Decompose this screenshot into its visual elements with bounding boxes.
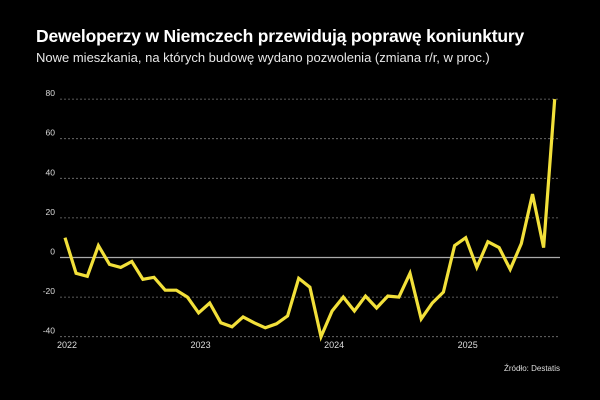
y-tick-label: -40	[43, 326, 56, 336]
chart-title: Deweloperzy w Niemczech przewidują popra…	[36, 26, 525, 46]
y-tick-label: 40	[46, 167, 56, 177]
x-tick-label: 2024	[324, 340, 344, 350]
x-tick-label: 2025	[458, 340, 478, 350]
y-tick-label: 0	[50, 247, 55, 257]
chart-subtitle: Nowe mieszkania, na których budowę wydan…	[36, 50, 490, 65]
y-tick-label: 80	[46, 88, 56, 98]
x-tick-label: 2023	[191, 340, 211, 350]
x-tick-label: 2022	[57, 340, 77, 350]
y-tick-label: -20	[43, 286, 56, 296]
y-tick-label: 20	[46, 207, 56, 217]
source-note: Źródło: Destatis	[503, 364, 560, 373]
y-tick-label: 60	[46, 128, 56, 138]
